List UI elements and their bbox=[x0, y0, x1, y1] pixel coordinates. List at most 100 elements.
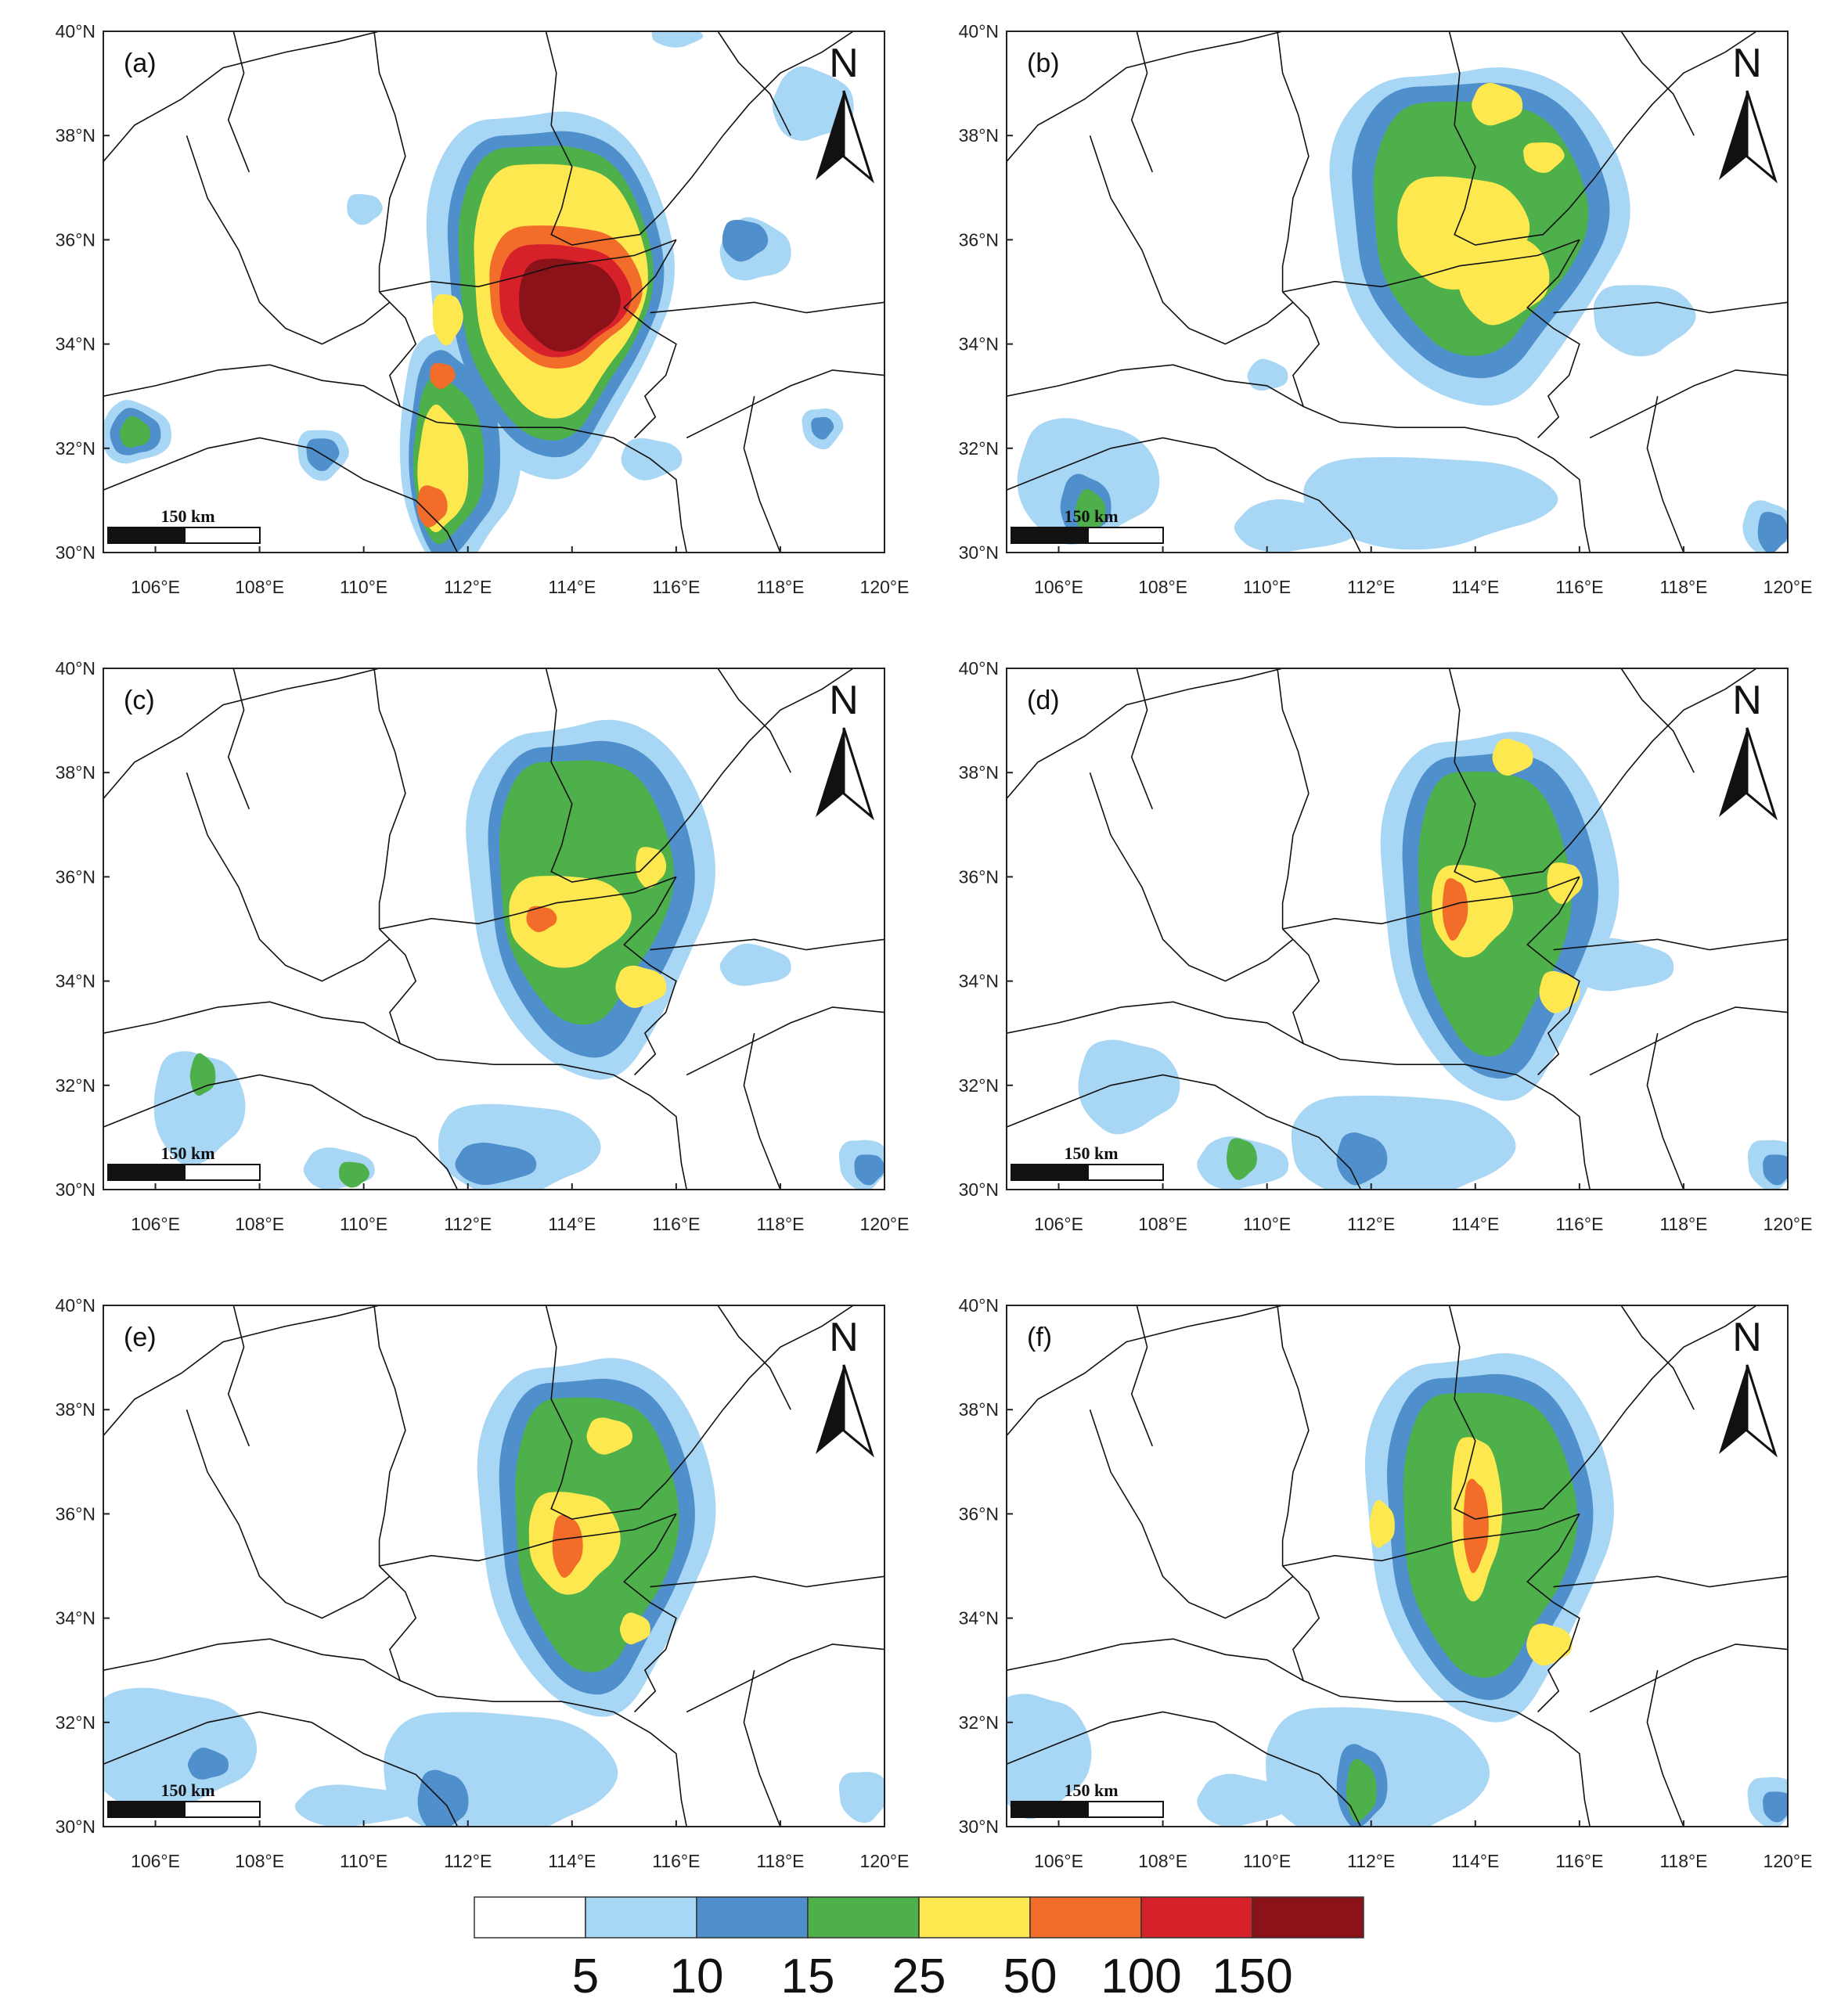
province-border bbox=[1277, 31, 1310, 292]
province-border bbox=[1089, 1409, 1294, 1619]
precip-contour bbox=[417, 1769, 469, 1827]
map-panel: 106°E 108°E 110°E 112°E 114°E 116°E 118°E 120°E… bbox=[959, 21, 1813, 597]
lon-tick-label: 120°E bbox=[860, 1214, 910, 1234]
province-border bbox=[1007, 364, 1304, 408]
colorbar-label: 10 bbox=[670, 1949, 724, 2003]
colorbar-label: 15 bbox=[781, 1949, 835, 2003]
lon-tick-label: 114°E bbox=[548, 1214, 596, 1234]
lon-tick-label: 112°E bbox=[1347, 1214, 1395, 1234]
lon-tick-label: 114°E bbox=[548, 577, 596, 597]
province-border bbox=[1646, 1033, 1684, 1190]
province-border bbox=[373, 31, 406, 292]
lon-tick-label: 106°E bbox=[1034, 1214, 1083, 1234]
precip-contour bbox=[722, 219, 769, 262]
map-frame bbox=[1006, 668, 1789, 1190]
precip-contour bbox=[854, 1154, 884, 1186]
lon-tick-label: 118°E bbox=[756, 1851, 804, 1871]
precip-contour bbox=[1226, 1138, 1257, 1180]
lat-tick-label: 32°N bbox=[56, 1712, 95, 1733]
lat-tick-label: 30°N bbox=[959, 1179, 999, 1200]
colorbar-label: 100 bbox=[1101, 1949, 1181, 2003]
colorbar-label: 25 bbox=[892, 1949, 946, 2003]
province-border bbox=[1007, 437, 1362, 553]
province-border bbox=[373, 668, 406, 929]
precip-contour bbox=[1763, 1154, 1788, 1186]
map-panel: 106°E 108°E 110°E 112°E 114°E 116°E 118°E 120°E… bbox=[56, 1295, 910, 1871]
lon-tick-label: 110°E bbox=[340, 1214, 387, 1234]
province-border bbox=[623, 239, 677, 439]
lat-tick-label: 30°N bbox=[56, 542, 95, 563]
precip-contour bbox=[1593, 285, 1696, 357]
scale-bar: 150 km bbox=[107, 1143, 261, 1181]
precip-contour bbox=[294, 1784, 417, 1827]
province-border bbox=[379, 291, 687, 553]
lon-tick-label: 108°E bbox=[1138, 577, 1187, 597]
lat-tick-label: 32°N bbox=[56, 438, 95, 459]
province-border bbox=[1526, 1514, 1580, 1713]
scale-bar-label: 150 km bbox=[160, 506, 214, 526]
province-border bbox=[650, 938, 884, 951]
svg-text:N: N bbox=[1732, 678, 1762, 723]
province-border bbox=[1620, 31, 1695, 136]
precip-contour bbox=[615, 965, 667, 1008]
precip-contour bbox=[1572, 938, 1674, 992]
lat-tick-label: 40°N bbox=[56, 1295, 95, 1316]
province-border bbox=[1130, 1305, 1154, 1447]
scale-bar: 150 km bbox=[107, 1780, 261, 1818]
precip-contour bbox=[586, 1417, 633, 1455]
lon-tick-label: 118°E bbox=[756, 1214, 804, 1234]
lat-tick-label: 30°N bbox=[56, 1179, 95, 1200]
lat-tick-label: 38°N bbox=[959, 125, 999, 146]
lon-tick-label: 116°E bbox=[1555, 577, 1603, 597]
precip-contour bbox=[338, 1161, 369, 1188]
province-border bbox=[743, 1033, 781, 1190]
lon-tick-label: 114°E bbox=[1451, 1851, 1499, 1871]
lon-tick-label: 110°E bbox=[340, 577, 387, 597]
scale-bar-label: 150 km bbox=[1064, 1780, 1118, 1800]
colorbar-swatch bbox=[1252, 1896, 1364, 1939]
province-border bbox=[186, 772, 391, 982]
lat-tick-label: 30°N bbox=[56, 1816, 95, 1837]
panel-label: (e) bbox=[124, 1323, 157, 1352]
province-border bbox=[650, 301, 884, 314]
precip-contour bbox=[1197, 1773, 1289, 1827]
colorbar-label: 150 bbox=[1212, 1949, 1292, 2003]
province-border bbox=[103, 364, 401, 408]
province-border bbox=[1277, 668, 1310, 929]
precip-contour bbox=[1078, 1039, 1180, 1135]
precip-contour bbox=[1539, 970, 1580, 1013]
province-border bbox=[1589, 369, 1788, 439]
lat-tick-label: 38°N bbox=[959, 1399, 999, 1420]
precip-contour bbox=[1291, 1095, 1516, 1190]
lon-tick-label: 108°E bbox=[235, 577, 284, 597]
province-border bbox=[1526, 239, 1580, 439]
province-border bbox=[686, 369, 884, 439]
province-border bbox=[623, 877, 677, 1076]
precip-contour bbox=[1492, 738, 1533, 776]
lon-tick-label: 116°E bbox=[1555, 1851, 1603, 1871]
lat-tick-label: 40°N bbox=[959, 658, 999, 679]
precip-contour bbox=[430, 362, 456, 390]
province-border bbox=[1007, 1001, 1304, 1045]
province-border bbox=[1130, 31, 1154, 173]
precip-contour bbox=[1007, 1694, 1092, 1820]
lat-tick-label: 36°N bbox=[56, 866, 95, 887]
svg-text:N: N bbox=[1732, 41, 1762, 86]
colorbar-swatch bbox=[1029, 1896, 1142, 1939]
province-border bbox=[103, 1074, 459, 1190]
svg-text:N: N bbox=[829, 41, 859, 86]
precip-contour bbox=[455, 1142, 537, 1186]
province-border bbox=[686, 1006, 884, 1076]
lon-tick-label: 116°E bbox=[1555, 1214, 1603, 1234]
precip-contour bbox=[636, 847, 667, 889]
colorbar: 5 10 15 25 50 100 150 bbox=[474, 1896, 1364, 2003]
precip-contour bbox=[1247, 358, 1288, 391]
map-panel: 106°E 108°E 110°E 112°E 114°E 116°E 118°E 120°E… bbox=[56, 658, 910, 1234]
lat-tick-label: 36°N bbox=[959, 229, 999, 250]
precip-contour bbox=[526, 905, 557, 933]
province-border bbox=[1007, 1711, 1362, 1827]
colorbar-swatch bbox=[807, 1896, 920, 1939]
province-border bbox=[1282, 291, 1591, 553]
scale-bar: 150 km bbox=[1011, 1780, 1164, 1818]
